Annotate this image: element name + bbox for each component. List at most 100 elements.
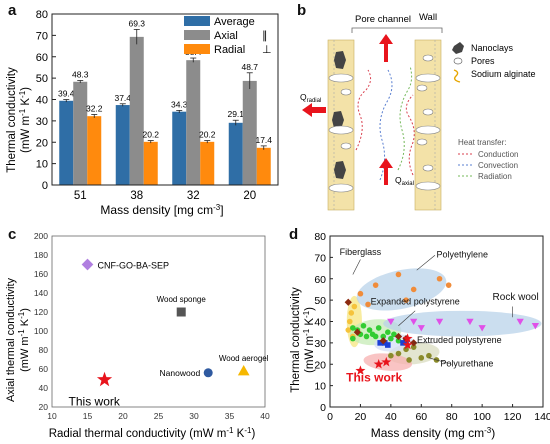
conduction-path-left [355,69,372,151]
point-rock-wool [466,318,474,326]
point-polyurethane [388,352,394,359]
point-other [394,332,403,341]
point-expanded-polystyrene [395,337,402,344]
point-label: Wood sponge [157,295,207,304]
point-this-work [96,371,113,387]
point-rock-wool [516,318,524,326]
point-label: CNF-GO-BA-SEP [98,261,170,271]
radial-arrow [302,103,326,117]
pores-legend-label: Pores [471,56,495,66]
region-ellipse [356,268,447,311]
region-label: Polyethylene [437,249,489,259]
x-tick-label: 32 [187,190,200,202]
point-polyethylene [403,297,409,303]
point-this-work [381,356,392,367]
point-fiberglass [351,303,358,310]
data-label: 29.1 [227,109,244,119]
pore-ellipse [415,73,441,83]
x-tick-label: 40 [260,411,270,421]
y-tick-label: 10 [36,159,48,171]
x-axis-title: Mass density [mg cm-3] [100,203,223,217]
pore-ellipse [415,125,441,135]
point-polyurethane [403,346,409,353]
y-tick-label: 70 [36,30,48,42]
nanoclays-legend-icon [452,42,464,54]
bar-radial [143,141,158,185]
x-tick-label: 35 [225,411,235,421]
radiation-path [397,65,413,171]
scatter-conductivity-vs-density: 0 10 20 30 40 50 60 70 80 0 20 40 60 80 100 120 140 Fibe… [290,231,550,440]
point-expanded-polystyrene [366,327,373,333]
x-tick-label: 140 [534,411,550,423]
y-tick-label: 50 [314,295,326,307]
point-label: Nanowood [160,368,201,378]
x-tick-label: 40 [385,411,397,423]
pore-ellipse [328,73,354,83]
leader-line [428,357,452,365]
point-polyethylene [436,275,443,282]
region-label: Rock wool [493,292,539,303]
bar-chart-thermal-conductivity: 39.448.332.237.469.320.234.358.420.229.1… [6,9,279,217]
y-tick-label: 80 [39,345,49,355]
y-tick-label: 30 [36,116,48,128]
point-expanded-polystyrene [385,329,391,335]
x-tick-label: 60 [415,411,427,423]
point-polyurethane [406,357,412,363]
point-this-work [402,339,413,350]
region-label: Expanded polystyrene [371,296,460,306]
x-tick-label: 25 [154,411,164,421]
point-rock-wool [410,318,418,326]
y-tick-label: 0 [320,402,326,414]
data-label: 17.4 [255,135,272,145]
heat-transfer-title: Heat transfer: [458,138,506,147]
point-polyethylene [357,290,364,297]
point-this-work [355,365,366,375]
bar-radial [87,116,102,185]
y-tick-label: 80 [314,231,326,243]
x-tick-label: 10 [47,411,57,421]
radiation-legend-label: Radiation [478,172,512,181]
pore-ellipse [328,125,354,135]
x-tick-label: 51 [74,190,87,202]
y-tick-label: 80 [36,9,48,21]
point-rock-wool [478,325,486,332]
bar-average [228,122,243,185]
y-tick-label: 20 [39,402,49,412]
pore [422,54,434,62]
pore-ellipse [415,181,441,191]
data-label: 48.3 [72,69,89,79]
bar-average [172,111,187,185]
point-polyethylene [445,282,452,288]
x-tick-label: 120 [504,411,522,423]
bar-axial [242,80,257,185]
point-expanded-polystyrene [391,331,397,338]
pore-channel-diagram: Pore channel Wall Qradial Qaxial Nanocla… [300,12,536,211]
y-tick-label: 200 [34,231,48,241]
leader-line [398,310,416,326]
point-expanded-polystyrene [388,335,394,342]
region-label: Polyurethane [440,358,493,368]
y-tick-label: 50 [36,73,48,85]
data-label: 32.2 [86,103,103,113]
y-tick-label: 40 [36,95,48,107]
y-tick-label: 10 [314,381,326,393]
legend-label-radial: Radial [214,44,245,56]
legend-swatch-radial [184,44,210,54]
y-axis-title: Thermal conductivity [290,287,302,393]
conduction-path-right [405,94,415,176]
nanoclays-legend-label: Nanoclays [471,43,514,53]
point-expanded-polystyrene [363,333,370,340]
point-wood-sponge [176,307,186,317]
point-other [353,328,362,336]
point-expanded-polystyrene [375,325,382,331]
data-label: 39.4 [58,89,75,99]
conduction-legend-label: Conduction [478,150,518,159]
point-rock-wool [417,325,425,332]
x-tick-label: 15 [83,411,93,421]
legend-mark: ⊥ [262,44,272,56]
point-polyurethane [410,344,417,350]
data-label: 20.2 [142,130,159,140]
y-axis-title-units: (mW m-1 K-1) [17,308,31,372]
data-label: 37.4 [114,93,131,103]
point-polyethylene [372,282,379,288]
